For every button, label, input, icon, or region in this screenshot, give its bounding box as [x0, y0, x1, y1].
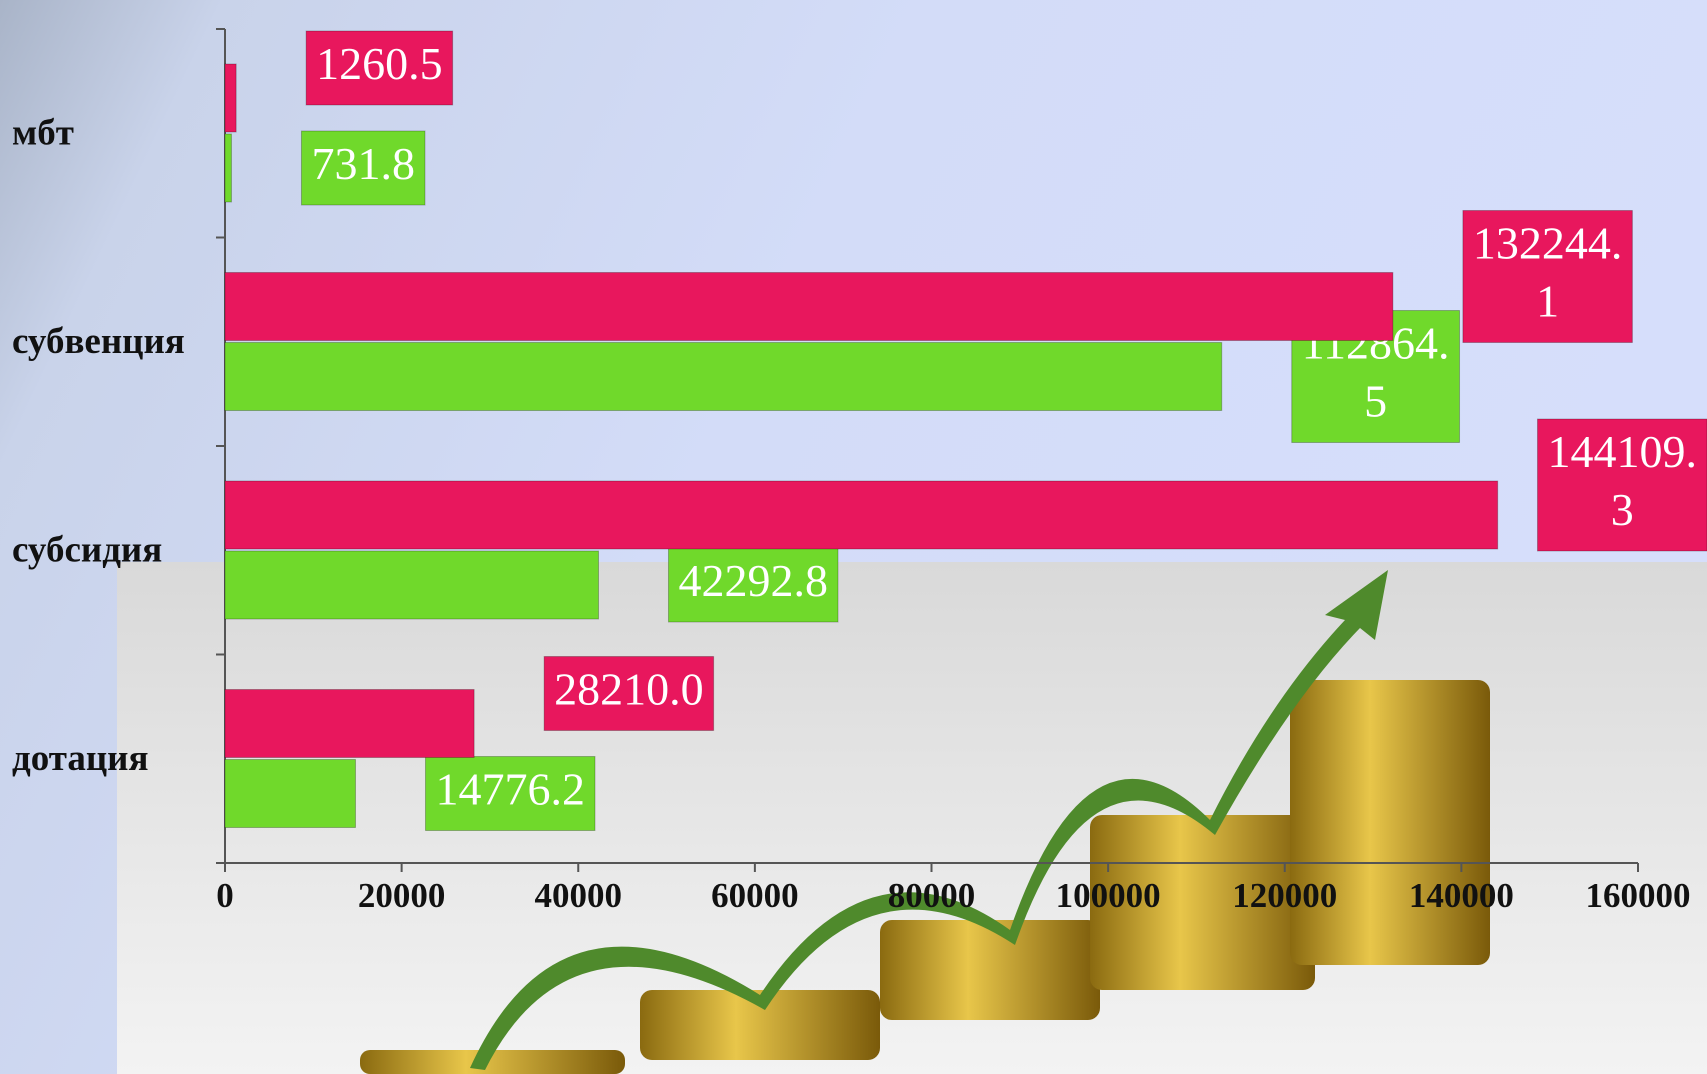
x-tick-label: 40000 — [535, 876, 623, 915]
bar — [224, 550, 599, 620]
value-label: 144109. 3 — [1537, 418, 1707, 552]
value-label-box — [1537, 418, 1707, 552]
x-tick-label: 60000 — [711, 876, 799, 915]
value-label-text: 28210.0 — [554, 663, 704, 714]
category-label: субвенция — [12, 321, 185, 362]
x-tick-label: 140000 — [1409, 876, 1514, 915]
value-label-box — [305, 30, 454, 106]
x-tick-label: 80000 — [888, 876, 976, 915]
bar — [224, 63, 237, 133]
value-label: 28210.0 — [543, 656, 715, 731]
value-label-text: 132244. 1 — [1473, 217, 1623, 326]
x-tick-label: 160000 — [1586, 876, 1691, 915]
value-label-text: 42292.8 — [678, 555, 828, 606]
value-label-text: 14776.2 — [435, 763, 585, 814]
bar — [224, 133, 232, 203]
bar — [224, 272, 1394, 341]
value-label: 42292.8 — [667, 547, 839, 623]
growth-arrow — [470, 570, 1388, 1070]
value-label-text: 731.8 — [311, 138, 415, 189]
category-label: мбт — [12, 113, 74, 154]
value-label: 132244. 1 — [1462, 210, 1633, 343]
value-label-text: 144109. 3 — [1548, 426, 1698, 535]
category-label: дотация — [12, 738, 149, 779]
value-label: 731.8 — [300, 130, 426, 206]
value-label-text: 1260.5 — [316, 38, 443, 89]
bar — [224, 480, 1499, 550]
x-tick-label: 120000 — [1232, 876, 1337, 915]
value-label: 1260.5 — [305, 30, 454, 106]
coin-stacks — [360, 680, 1490, 1074]
x-tick-label: 0 — [216, 876, 234, 915]
bar — [224, 342, 1223, 411]
x-tick-label: 100000 — [1056, 876, 1161, 915]
value-label-box — [1462, 210, 1633, 343]
value-label-box — [543, 656, 715, 731]
bar — [224, 759, 356, 828]
value-label-box — [424, 756, 596, 831]
category-label: субсидия — [12, 530, 162, 571]
value-label: 14776.2 — [424, 756, 596, 831]
value-label-box — [667, 547, 839, 623]
value-label-box — [300, 130, 426, 206]
x-tick-label: 20000 — [358, 876, 446, 915]
bar — [224, 689, 475, 758]
